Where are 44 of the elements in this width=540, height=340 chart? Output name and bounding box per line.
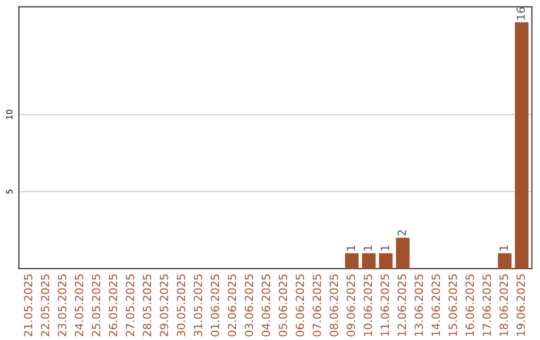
x-tick-label: 14.06.2025 <box>432 274 440 336</box>
x-tick-label: 25.05.2025 <box>92 274 100 336</box>
data-label: 1 <box>364 246 372 250</box>
x-tick-label: 10.06.2025 <box>364 274 372 336</box>
bar <box>396 238 410 269</box>
x-tick-label: 15.06.2025 <box>448 274 457 336</box>
bar <box>345 253 359 269</box>
data-label: 16 <box>516 7 525 20</box>
x-tick-label: 21.05.2025 <box>24 274 32 336</box>
data-label: 1 <box>346 246 355 250</box>
data-label: 1 <box>380 246 389 250</box>
x-tick-label: 26.05.2025 <box>108 274 118 336</box>
x-tick-label: 23.05.2025 <box>58 274 66 336</box>
x-tick-label: 29.05.2025 <box>160 274 168 336</box>
x-tick-label: 24.05.2025 <box>74 274 84 336</box>
x-tick-label: 31.05.2025 <box>194 274 202 336</box>
x-tick-label: 27.05.2025 <box>126 274 134 336</box>
y-tick-label: 5 <box>6 190 12 194</box>
x-tick-label: 01.06.2025 <box>210 274 220 336</box>
bar <box>379 253 393 269</box>
x-tick-label: 03.06.2025 <box>244 274 254 336</box>
x-tick-label: 05.06.2025 <box>278 274 288 336</box>
x-tick-label: 06.06.2025 <box>296 274 304 336</box>
x-tick-label: 12.06.2025 <box>398 274 406 336</box>
bar <box>362 253 376 269</box>
x-tick-label: 18.06.2025 <box>500 274 508 336</box>
x-tick-label: 22.05.2025 <box>40 274 50 336</box>
bar <box>514 22 529 269</box>
x-tick-label: 07.06.2025 <box>312 274 322 336</box>
x-tick-label: 30.05.2025 <box>176 274 186 336</box>
data-label: 2 <box>398 230 406 236</box>
x-tick-label: 28.05.2025 <box>142 274 152 336</box>
x-tick-label: 02.06.2025 <box>228 274 236 336</box>
y-tick-label: 10 <box>6 110 12 119</box>
x-tick-label: 04.06.2025 <box>262 274 270 336</box>
data-label: 1 <box>500 246 508 250</box>
x-tick-label: 13.06.2025 <box>414 274 424 336</box>
x-tick-label: 09.06.2025 <box>346 274 356 336</box>
x-tick-label: 08.06.2025 <box>330 274 338 336</box>
bar <box>498 253 512 269</box>
x-tick-label: 17.06.2025 <box>482 274 491 336</box>
x-tick-label: 19.06.2025 <box>516 274 525 336</box>
x-tick-label: 11.06.2025 <box>380 274 390 336</box>
x-tick-label: 16.06.2025 <box>466 274 474 336</box>
